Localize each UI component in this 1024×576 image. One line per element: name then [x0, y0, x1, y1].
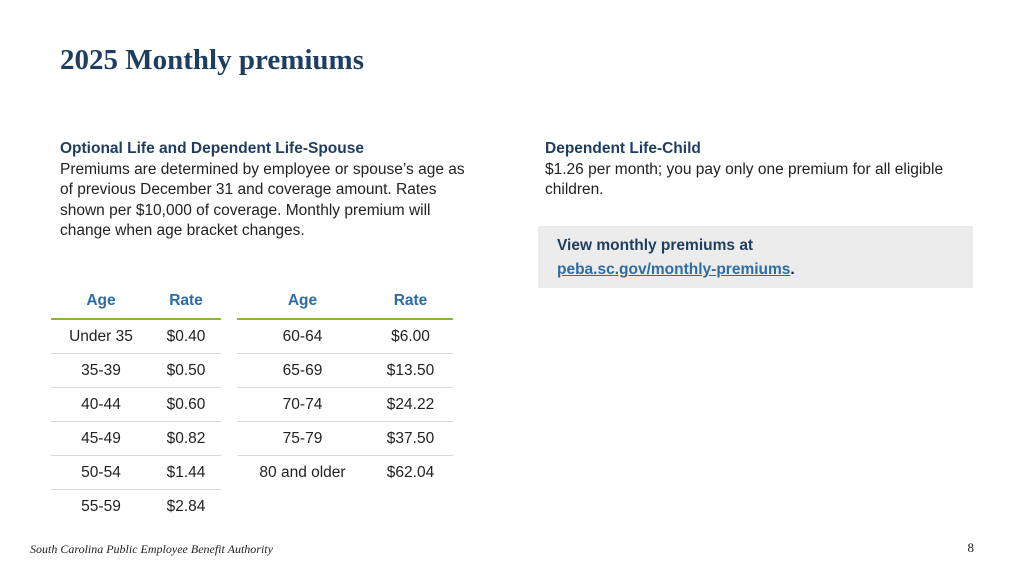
- dependent-child-section: Dependent Life-Child $1.26 per month; yo…: [545, 139, 965, 201]
- age-cell: Under 35: [51, 319, 151, 354]
- age-cell: 65-69: [237, 353, 368, 388]
- age-cell: 60-64: [237, 319, 368, 354]
- rate-cell: $0.82: [151, 421, 221, 456]
- page-number: 8: [967, 540, 975, 555]
- monthly-premiums-link[interactable]: peba.sc.gov/monthly-premiums: [557, 261, 791, 278]
- rate-cell: $0.40: [151, 319, 221, 354]
- table-row: 40-44 $0.60: [51, 387, 221, 422]
- optional-life-body: Premiums are determined by employee or s…: [60, 160, 465, 240]
- age-cell: 75-79: [237, 421, 368, 456]
- dependent-child-body: $1.26 per month; you pay only one premiu…: [545, 160, 944, 199]
- table-row: Under 35 $0.40: [51, 319, 221, 354]
- rate-cell: $6.00: [368, 319, 453, 354]
- age-column-header: Age: [51, 284, 151, 320]
- age-cell: 55-59: [81, 497, 121, 515]
- footer-organization: South Carolina Public Employee Benefit A…: [30, 542, 273, 556]
- table-row: 50-54 $1.44: [51, 455, 221, 490]
- rate-cell: $2.84: [166, 497, 206, 515]
- table-row: 45-49 $0.82: [51, 421, 221, 456]
- age-cell: 45-49: [51, 421, 151, 456]
- rate-cell: $24.22: [368, 387, 453, 422]
- dependent-child-heading: Dependent Life-Child: [545, 140, 701, 157]
- table-row: 75-79 $37.50: [237, 421, 453, 456]
- rate-cell: $0.50: [151, 353, 221, 388]
- table-row: 55-59 $2.84: [51, 490, 221, 524]
- rate-cell: $13.50: [368, 353, 453, 388]
- table-row: 60-64 $6.00: [237, 319, 453, 354]
- age-cell: 40-44: [51, 387, 151, 422]
- table-header-row: Age Rate: [51, 284, 221, 320]
- age-cell: 50-54: [51, 455, 151, 490]
- rate-cell: $37.50: [368, 421, 453, 456]
- age-cell: 35-39: [51, 353, 151, 388]
- monthly-premiums-callout: View monthly premiums at peba.sc.gov/mon…: [538, 226, 973, 288]
- rate-column-header: Rate: [151, 284, 221, 320]
- age-cell: 80 and older: [259, 463, 346, 481]
- table-row: 65-69 $13.50: [237, 353, 453, 388]
- table-row: 80 and older $62.04: [237, 456, 453, 490]
- table-row: 70-74 $24.22: [237, 387, 453, 422]
- age-cell: 70-74: [237, 387, 368, 422]
- optional-life-section: Optional Life and Dependent Life-Spouse …: [60, 139, 480, 242]
- callout-lead: View monthly premiums at: [557, 237, 754, 254]
- rates-table-right: Age Rate 60-64 $6.00 65-69 $13.50 70-74 $24…: [237, 284, 453, 489]
- table-header-row: Age Rate: [237, 284, 453, 320]
- rate-column-header: Rate: [368, 284, 453, 320]
- rate-cell: $0.60: [151, 387, 221, 422]
- page-title: 2025 Monthly premiums: [60, 44, 364, 76]
- rate-cell: $62.04: [386, 463, 435, 481]
- optional-life-heading: Optional Life and Dependent Life-Spouse: [60, 140, 364, 157]
- rate-cell: $1.44: [151, 455, 221, 490]
- age-column-header: Age: [237, 284, 368, 320]
- callout-trailing: .: [790, 261, 795, 278]
- rates-table-left: Age Rate Under 35 $0.40 35-39 $0.50 40-44 $…: [51, 284, 221, 523]
- table-row: 35-39 $0.50: [51, 353, 221, 388]
